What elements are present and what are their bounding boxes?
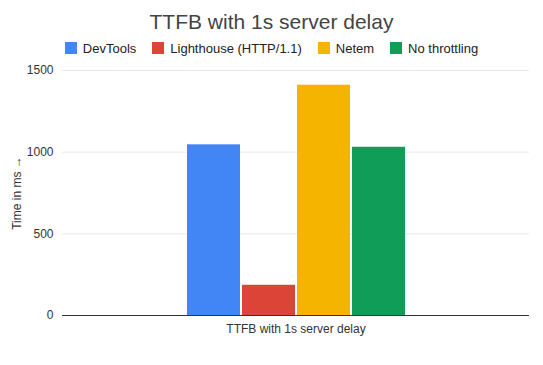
svg-text:1500: 1500 <box>27 63 54 77</box>
html-text:No throttling: No throttling <box>408 40 479 56</box>
svg-text:Time in ms →: Time in ms → <box>10 156 24 230</box>
svg-text:500: 500 <box>33 227 53 241</box>
html-text:Netem: Netem <box>335 40 375 56</box>
svg-text:TTFB with 1s server delay: TTFB with 1s server delay <box>226 322 365 336</box>
html-text:Lighthouse (HTTP/1.1): Lighthouse (HTTP/1.1) <box>170 40 302 56</box>
svg-text:0: 0 <box>47 308 54 322</box>
html-text:TTFB with 1s server delay: TTFB with 1s server delay <box>149 10 394 33</box>
svg-text:1000: 1000 <box>27 145 54 159</box>
html-text:DevTools: DevTools <box>82 40 137 56</box>
